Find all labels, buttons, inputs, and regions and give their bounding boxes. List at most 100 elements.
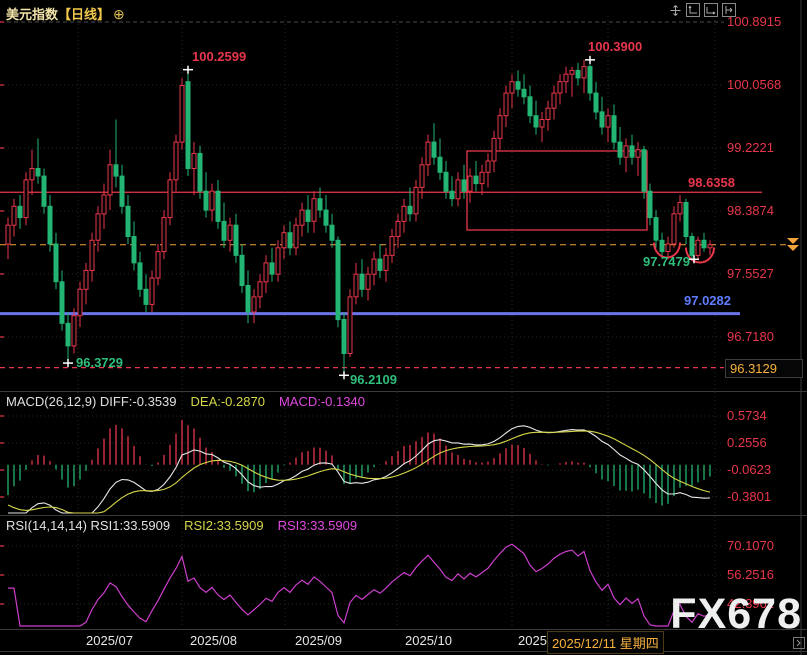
candle-body <box>623 145 629 158</box>
candle-body <box>137 262 143 290</box>
candle-body <box>251 296 257 313</box>
candle-body <box>371 258 377 275</box>
pan-tool-icon[interactable] <box>668 3 682 17</box>
candle-body <box>683 202 689 237</box>
candle-body <box>335 239 341 321</box>
double-bottom-arc <box>685 247 715 264</box>
candle-body <box>689 236 695 256</box>
circle-plus-icon[interactable]: ⊕ <box>113 6 125 22</box>
rsi-header: RSI(14,14,14) RSI1:33.5909 RSI2:33.5909 RS… <box>6 518 371 533</box>
scroll-corner-button[interactable] <box>793 637 805 649</box>
support-price-tag: 96.3129 <box>725 359 803 378</box>
candle-body <box>17 205 23 219</box>
candle-body <box>173 141 179 181</box>
candle-body <box>53 243 59 283</box>
candle-body <box>95 213 101 241</box>
candle-body <box>257 281 263 298</box>
candle-body <box>209 190 215 211</box>
candle-body <box>527 96 533 117</box>
candle-body <box>413 186 419 215</box>
consolidation-box <box>466 150 648 231</box>
candle-body <box>701 239 707 249</box>
candle-body <box>635 149 641 158</box>
chart-title-bar: 美元指数【日线】 ⊕ <box>6 4 125 23</box>
macd-header: MACD(26,12,9) DIFF:-0.3539 DEA:-0.2870 MAC… <box>6 394 379 409</box>
candle-body <box>305 209 311 222</box>
candle-body <box>269 262 275 275</box>
candle-body <box>287 232 293 249</box>
candle-body <box>419 164 425 188</box>
candle-body <box>455 179 461 200</box>
candle-body <box>275 247 281 275</box>
scroll-corner-glyph <box>796 639 801 647</box>
candle-body <box>641 149 647 192</box>
candle-body <box>155 251 161 279</box>
watermark: FX678 <box>670 590 802 638</box>
period-tag: 【日线】 <box>58 7 111 22</box>
candle-body <box>227 224 233 241</box>
candle-body <box>569 69 575 75</box>
candle-body <box>281 232 287 249</box>
candle-body <box>11 205 17 226</box>
candle-body <box>317 198 323 211</box>
candle-body <box>443 171 449 192</box>
candle-body <box>23 179 29 219</box>
candle-body <box>89 239 95 272</box>
candle-body <box>605 115 611 128</box>
macd-dea-line <box>7 430 711 514</box>
macd-bar-value: MACD:-0.1340 <box>278 394 365 409</box>
candle-body <box>29 168 35 181</box>
candle-body <box>5 224 11 245</box>
candle-body <box>545 107 551 120</box>
candle-body <box>533 115 539 128</box>
candle-body <box>83 269 89 290</box>
current-price-marker <box>787 245 799 251</box>
candle-body <box>707 244 713 249</box>
candle-body <box>41 175 47 207</box>
candle-body <box>77 288 83 317</box>
candle-body <box>125 205 131 238</box>
candle-body <box>359 273 365 290</box>
reset-axis-icon[interactable] <box>722 3 736 17</box>
candle-body <box>101 194 107 215</box>
candle-body <box>113 164 119 177</box>
candle-body <box>179 85 185 143</box>
x-axis-scale-icon[interactable] <box>704 3 718 17</box>
candle-body <box>407 205 413 215</box>
candle-body <box>695 239 701 256</box>
candle-body <box>311 198 317 222</box>
candle-body <box>557 81 563 94</box>
candle-body <box>401 205 407 222</box>
candle-body <box>383 254 389 271</box>
candle-body <box>299 209 305 226</box>
candle-body <box>365 273 371 290</box>
candle-body <box>197 152 203 192</box>
candle-body <box>233 224 239 256</box>
candle-body <box>491 137 497 162</box>
candle-body <box>329 224 335 241</box>
candle-body <box>119 175 125 207</box>
candle-body <box>203 190 209 211</box>
candle-body <box>293 224 299 249</box>
candle-body <box>599 111 605 128</box>
candle-body <box>431 141 437 158</box>
candle-body <box>239 254 245 287</box>
candle-body <box>479 171 485 185</box>
rsi2-value: RSI2:33.5909 <box>184 518 264 533</box>
y-axis-scale-icon[interactable] <box>686 3 700 17</box>
candle-body <box>341 319 347 354</box>
double-bottom-arc <box>653 242 681 259</box>
candle-body <box>377 258 383 271</box>
macd-diff-line <box>8 425 711 514</box>
current-price-marker <box>787 238 799 244</box>
candle-body <box>245 285 251 313</box>
candle-body <box>587 66 593 94</box>
candle-body <box>347 296 353 354</box>
candle-body <box>395 220 401 237</box>
candle-body <box>515 81 521 90</box>
candle-body <box>647 190 653 219</box>
candle-body <box>191 152 197 169</box>
candle-body <box>677 202 683 215</box>
